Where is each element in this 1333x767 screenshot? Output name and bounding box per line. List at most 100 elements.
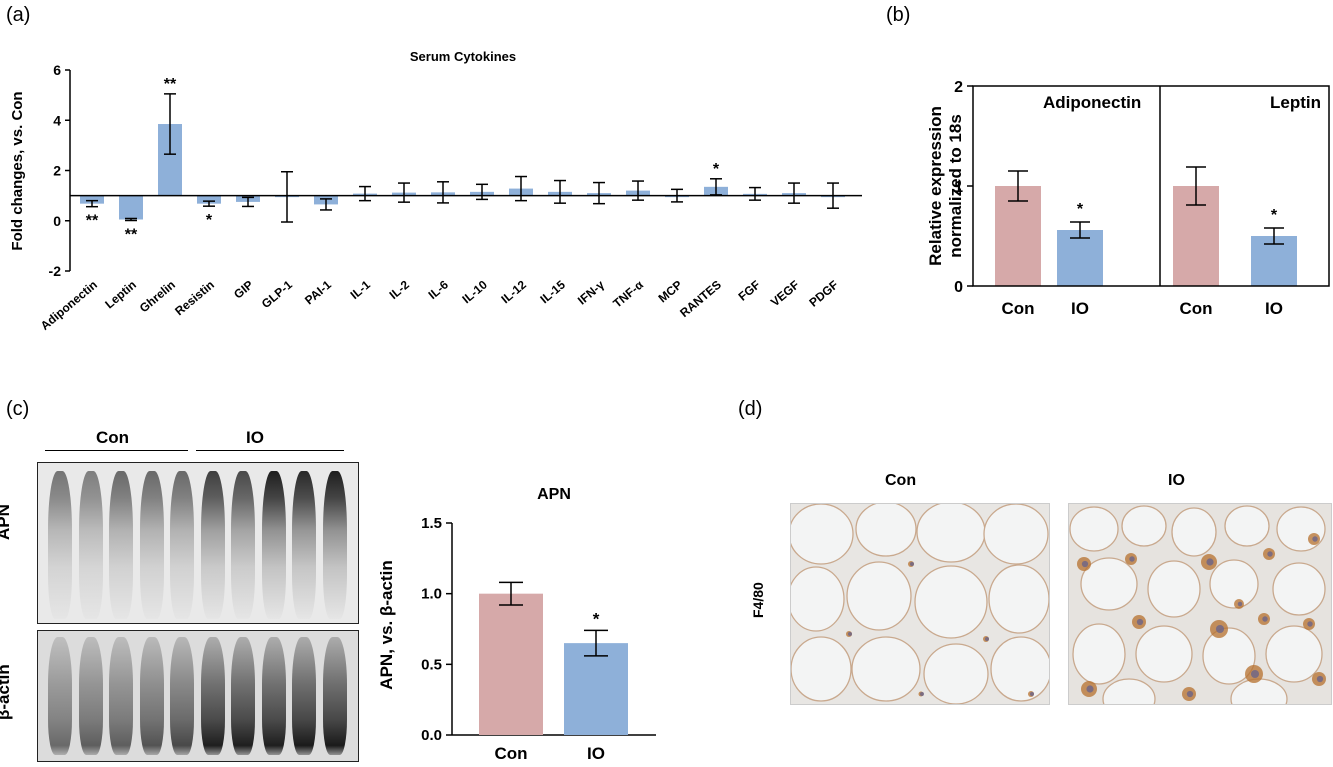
chart-a-category-label: TNF-α: [610, 277, 646, 310]
nucleus-spot: [1215, 624, 1225, 634]
chart-a-ytick-label: 2: [53, 163, 61, 179]
chart-a-category-label: IL-1: [348, 277, 374, 302]
nucleus-spot: [1081, 560, 1089, 568]
histology-column-label-con: Con: [885, 472, 917, 489]
nucleus-spot: [1307, 621, 1313, 627]
blot-lane: [261, 637, 286, 755]
nucleus-spot: [848, 632, 852, 636]
chart-a-bar-resistin: [197, 195, 221, 204]
nucleus-spot: [1206, 558, 1214, 566]
chart-c-significance: *: [593, 609, 600, 628]
adipocyte-cell: [1080, 557, 1138, 611]
adipocyte-cell: [1135, 625, 1193, 683]
chart-c-category-label: IO: [587, 744, 605, 763]
adipocyte-cell: [990, 636, 1049, 702]
adipocyte-cell: [983, 504, 1049, 565]
adipocyte-cell: [1209, 559, 1259, 609]
chart-b-ylabel-line2: normalized to 18s: [946, 114, 965, 258]
blot-lane: [170, 471, 194, 619]
blot-lane: [139, 637, 164, 755]
panel-label-a: (a): [6, 4, 31, 26]
chart-a-category-label: VEGF: [768, 278, 802, 310]
blot-group-line-con: [45, 450, 188, 451]
adipocyte-cell: [791, 566, 845, 632]
chart-c-ytick-label: 1.0: [421, 586, 442, 603]
chart-c-title: APN: [537, 486, 571, 503]
nucleus-spot: [1136, 618, 1144, 626]
nucleus-spot: [1250, 669, 1260, 679]
blot-lane: [78, 471, 103, 619]
adipocyte-cell: [1147, 560, 1201, 618]
chart-a-category-label: Adiponectin: [38, 278, 100, 333]
chart-a-ytick-label: 4: [53, 112, 61, 128]
chart-a-bar-adiponectin: [80, 195, 104, 204]
adipocyte-cell: [1171, 507, 1217, 557]
chart-b-ylabel-line1: Relative expression: [926, 106, 945, 266]
adipocyte-cell: [914, 565, 988, 639]
histology-row-label: F4/80: [750, 582, 766, 618]
chart-b-category-label: IO: [1071, 299, 1089, 318]
blot-group-label-con: Con: [96, 428, 130, 447]
chart-a-significance: *: [206, 212, 213, 229]
chart-a-serum-cytokines: Serum Cytokines Fold changes, vs. Con -2 0 2…: [9, 49, 862, 333]
adipocyte-cell: [1202, 627, 1256, 685]
chart-c-category-label: Con: [494, 744, 527, 763]
adipocyte-cell: [791, 636, 852, 702]
blot-lane: [109, 637, 133, 755]
nucleus-spot: [1237, 601, 1243, 607]
adipocyte-cell: [846, 561, 912, 631]
chart-a-category-label: PAI-1: [302, 277, 334, 307]
chart-a-category-label: PDGF: [806, 278, 841, 310]
blot-lane: [231, 471, 255, 619]
histology-image-con: [790, 503, 1050, 705]
chart-b-significance: *: [1271, 207, 1278, 224]
chart-c-bar-io: [564, 643, 628, 735]
chart-a-category-label: GLP-1: [259, 277, 295, 311]
panel-label-c: (c): [6, 398, 30, 420]
chart-a-category-label: RANTES: [677, 278, 724, 320]
adipocyte-cell: [851, 636, 921, 702]
chart-b-category-label: IO: [1265, 299, 1283, 318]
nucleus-spot: [920, 692, 924, 696]
nucleus-spot: [1186, 690, 1194, 698]
chart-a-significance: **: [164, 76, 177, 93]
chart-b-group-label: Adiponectin: [1043, 93, 1141, 112]
adipocyte-cell: [791, 504, 854, 565]
chart-b-relative-expression: Relative expression normalized to 18s 0 1 2 A…: [926, 79, 1330, 318]
chart-a-category-label: Ghrelin: [137, 278, 178, 316]
chart-b-bar-adiponectin-con: [995, 186, 1041, 286]
adipocyte-cell: [1121, 505, 1167, 547]
panel-label-d: (d): [738, 398, 763, 420]
blot-lane: [261, 471, 286, 619]
adipocyte-cell: [1276, 506, 1326, 552]
histology-panel: Con IO F4/80: [740, 460, 1333, 710]
chart-b-category-label: Con: [1001, 299, 1034, 318]
chart-a-category-label: GIP: [231, 278, 256, 302]
chart-c-ytick-label: 1.5: [421, 515, 442, 532]
chart-a-ytick-label: 0: [53, 213, 61, 229]
chart-a-category-label: IL-15: [537, 277, 568, 306]
chart-a-category-label: Leptin: [102, 278, 139, 312]
chart-b-ytick-label: 1: [954, 179, 963, 196]
blot-lane: [200, 471, 225, 619]
histology-image-io: [1068, 503, 1332, 705]
blot-lane: [292, 637, 316, 755]
nucleus-spot: [1129, 556, 1135, 562]
blot-lane: [322, 637, 347, 755]
chart-a-significance: *: [713, 161, 720, 178]
adipocyte-cell: [1230, 678, 1288, 704]
chart-b-bar-adiponectin-io: [1057, 230, 1103, 286]
chart-a-category-label: MCP: [655, 278, 684, 306]
blot-lane: [200, 637, 225, 755]
chart-b-ytick-label: 0: [954, 279, 963, 296]
adipocyte-cell: [1072, 623, 1126, 685]
blot-group-label-io: IO: [246, 428, 264, 447]
chart-a-significance: **: [125, 226, 138, 243]
chart-b-significance: *: [1077, 201, 1084, 218]
chart-b-group-label: Leptin: [1270, 93, 1321, 112]
chart-b-category-label: Con: [1179, 299, 1212, 318]
chart-c-apn: APN APN, vs. β-actin 0.0 0.5 1.0 1.5 Con * IO: [377, 486, 656, 763]
blot-apn-image: [37, 462, 359, 624]
western-blot: Con IO APN β-actin: [0, 420, 370, 765]
blot-beta-actin-image: [37, 630, 359, 762]
